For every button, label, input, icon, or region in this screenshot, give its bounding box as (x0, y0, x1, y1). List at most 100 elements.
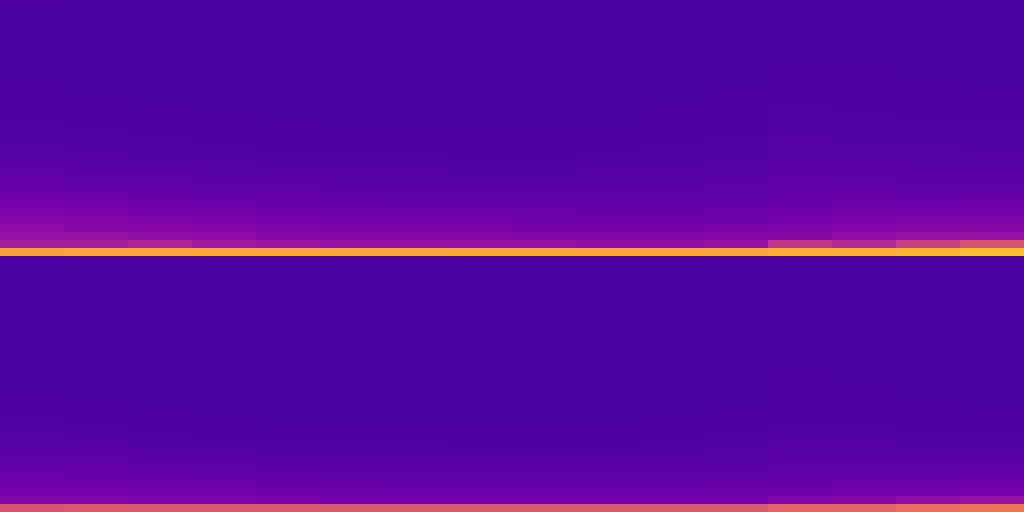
heatmap-cell (512, 24, 577, 33)
heatmap-cell (704, 424, 769, 433)
heatmap-cell (832, 56, 897, 65)
heatmap-cell (576, 472, 641, 481)
heatmap-cell (704, 360, 769, 369)
heatmap-cell (64, 232, 129, 241)
heatmap-cell (576, 424, 641, 433)
heatmap-cell (384, 120, 449, 129)
heatmap-cell (896, 80, 961, 89)
heatmap-cell (512, 232, 577, 241)
heatmap-cell (640, 0, 705, 9)
heatmap-cell (192, 360, 257, 369)
heatmap-cell (448, 272, 513, 281)
heatmap-cell (448, 264, 513, 273)
heatmap-cell (640, 416, 705, 425)
heatmap-cell (512, 264, 577, 273)
heatmap-cell (640, 232, 705, 241)
heatmap-cell (192, 352, 257, 361)
heatmap-cell (256, 128, 321, 137)
heatmap-cell (512, 288, 577, 297)
heatmap-cell (384, 264, 449, 273)
heatmap-cell (256, 160, 321, 169)
heatmap-cell (128, 368, 193, 377)
heatmap-cell (896, 464, 961, 473)
heatmap-cell (64, 328, 129, 337)
heatmap-cell (960, 72, 1024, 81)
heatmap-cell (512, 176, 577, 185)
heatmap-cell (448, 400, 513, 409)
heatmap-cell (192, 208, 257, 217)
heatmap-cell (0, 144, 65, 153)
heatmap-panel (0, 0, 1024, 256)
heatmap-cell (704, 216, 769, 225)
heatmap-cell (448, 448, 513, 457)
heatmap-cell (384, 96, 449, 105)
heatmap-cell (704, 16, 769, 25)
heatmap-cell (384, 344, 449, 353)
heatmap-cell (704, 296, 769, 305)
heatmap-cell (384, 400, 449, 409)
heatmap-cell (64, 200, 129, 209)
heatmap-cell (832, 8, 897, 17)
heatmap-cell (320, 0, 385, 9)
heatmap-cell (960, 96, 1024, 105)
heatmap-cell (256, 408, 321, 417)
heatmap-cell (384, 24, 449, 33)
heatmap-cell (320, 368, 385, 377)
heatmap-cell (640, 184, 705, 193)
heatmap-cell (960, 400, 1024, 409)
heatmap-cell (256, 40, 321, 49)
heatmap-cell (448, 136, 513, 145)
heatmap-cell (128, 40, 193, 49)
heatmap-cell (64, 296, 129, 305)
heatmap-cell (704, 24, 769, 33)
heatmap-cell (512, 168, 577, 177)
heatmap-cell (64, 264, 129, 273)
heatmap-cell (960, 472, 1024, 481)
heatmap-cell (192, 32, 257, 41)
heatmap-cell (448, 432, 513, 441)
heatmap-cell (960, 304, 1024, 313)
heatmap-cell (512, 128, 577, 137)
heatmap-cell (0, 240, 65, 249)
heatmap-cell (384, 328, 449, 337)
heatmap-cell (448, 296, 513, 305)
heatmap-cell (0, 456, 65, 465)
heatmap-cell (832, 240, 897, 249)
heatmap-cell (576, 176, 641, 185)
heatmap-cell (704, 464, 769, 473)
heatmap-cell (768, 104, 833, 113)
heatmap-cell (128, 496, 193, 505)
heatmap-cell (512, 136, 577, 145)
heatmap-cell (960, 136, 1024, 145)
heatmap-cell (576, 160, 641, 169)
heatmap-cell (320, 176, 385, 185)
heatmap-cell (640, 440, 705, 449)
heatmap-cell (640, 312, 705, 321)
heatmap-cell (192, 400, 257, 409)
heatmap-cell (704, 320, 769, 329)
heatmap-cell (448, 16, 513, 25)
heatmap-cell (192, 456, 257, 465)
heatmap-cell (128, 168, 193, 177)
heatmap-cell (64, 96, 129, 105)
heatmap-cell (640, 104, 705, 113)
heatmap-cell (128, 328, 193, 337)
heatmap-cell (896, 424, 961, 433)
heatmap-cell (768, 296, 833, 305)
heatmap-cell (832, 480, 897, 489)
heatmap-cell (896, 296, 961, 305)
heatmap-cell (0, 136, 65, 145)
heatmap-cell (448, 216, 513, 225)
heatmap-cell (192, 496, 257, 505)
heatmap-cell (896, 168, 961, 177)
heatmap-cell (704, 288, 769, 297)
heatmap-cell (576, 272, 641, 281)
heatmap-cell (960, 160, 1024, 169)
heatmap-cell (64, 288, 129, 297)
heatmap-cell (0, 200, 65, 209)
heatmap-cell (128, 104, 193, 113)
heatmap-cell (64, 208, 129, 217)
heatmap-cell (320, 24, 385, 33)
heatmap-cell (0, 272, 65, 281)
heatmap-cell (768, 224, 833, 233)
